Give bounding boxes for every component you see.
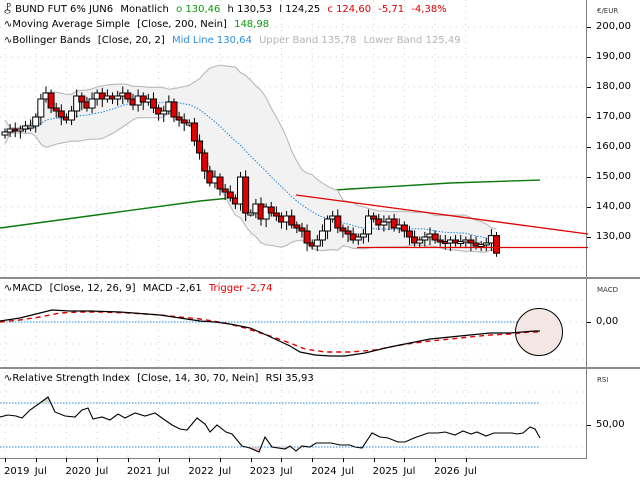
rsi-tick	[587, 425, 591, 426]
indicator-wave-icon: ∿	[4, 35, 13, 46]
sma-value: 148,98	[234, 19, 270, 30]
panel-separator[interactable]	[0, 277, 640, 279]
instrument-legend: ⯛ BUND FUT 6% JUN6 Monatlich o 130,46 h 1…	[4, 3, 451, 16]
time-tick-label: Jul	[96, 466, 109, 477]
time-tick-label: Jul	[280, 466, 293, 477]
rsi-name: Relative Strength Index	[12, 373, 130, 384]
rsi-value: RSI 35,93	[265, 373, 314, 384]
time-tick	[465, 458, 467, 462]
high-value: h 130,53	[227, 4, 273, 15]
rsi-params: [Close, 14, 30, 70, Nein]	[137, 373, 259, 384]
rsi-line	[0, 396, 541, 453]
bollinger-lower: Lower Band 125,49	[363, 35, 461, 46]
price-tick	[587, 87, 591, 88]
sma-name: Moving Average Simple	[12, 19, 131, 30]
time-tick	[66, 458, 68, 462]
time-tick-label: 2022	[188, 466, 214, 477]
panel-separator[interactable]	[0, 367, 640, 369]
trendlines	[295, 194, 589, 249]
time-tick	[373, 458, 375, 462]
price-tick	[587, 207, 591, 208]
price-tick-label: 180,00	[596, 81, 631, 92]
candlestick-icon: ⯛	[4, 4, 12, 15]
indicator-wave-icon: ∿	[4, 373, 13, 384]
change-pct: -4,38%	[411, 4, 447, 15]
time-tick-label: 2025	[372, 466, 399, 477]
indicator-wave-icon: ∿	[4, 283, 13, 294]
time-tick	[5, 458, 6, 462]
sma-legend[interactable]: ∿Moving Average Simple [Close, 200, Nein…	[4, 18, 273, 31]
bollinger-name: Bollinger Bands	[12, 35, 91, 46]
price-tick-label: 140,00	[596, 201, 631, 212]
rsi-legend[interactable]: ∿Relative Strength Index [Close, 14, 30,…	[4, 372, 318, 385]
time-tick	[35, 458, 37, 462]
time-tick-label: 2024	[311, 466, 337, 477]
macd-legend[interactable]: ∿MACD [Close, 12, 26, 9] MACD -2,61 Trig…	[4, 282, 276, 295]
change-abs: -5,71	[378, 4, 405, 15]
sma-params: [Close, 200, Nein]	[137, 19, 227, 30]
time-tick	[158, 458, 160, 462]
price-tick	[587, 237, 591, 238]
price-tick-label: 200,00	[596, 21, 631, 32]
price-tick	[587, 27, 591, 28]
indicator-wave-icon: ∿	[4, 19, 13, 30]
macd-value: MACD -2,61	[142, 283, 202, 294]
macd-name: MACD	[12, 283, 43, 294]
rsi-axis-unit: RSI	[597, 376, 609, 384]
time-tick	[281, 458, 283, 462]
time-tick-label: 2019	[4, 466, 30, 477]
time-tick-label: 2020	[65, 466, 91, 477]
time-tick-label: Jul	[403, 466, 416, 477]
price-tick	[587, 147, 591, 148]
time-tick	[342, 458, 344, 462]
close-value: c 124,60	[327, 4, 372, 15]
time-tick-label: Jul	[157, 466, 170, 477]
macd-tick-label: 0,00	[596, 316, 619, 327]
time-tick-label: Jul	[219, 466, 232, 477]
time-tick-label: 2026	[434, 466, 460, 477]
time-tick-label: Jul	[341, 466, 354, 477]
time-tick-label: Jul	[464, 466, 477, 477]
bollinger-upper: Upper Band 135,78	[259, 35, 357, 46]
time-tick	[189, 458, 191, 462]
low-value: l 124,25	[279, 4, 321, 15]
time-tick	[404, 458, 406, 462]
interval: Monatlich	[120, 4, 169, 15]
macd-lines	[0, 308, 563, 357]
open-value: o 130,46	[176, 4, 221, 15]
time-tick-label: Jul	[34, 466, 47, 477]
bollinger-params: [Close, 20, 2]	[97, 35, 165, 46]
macd-params: [Close, 12, 26, 9]	[49, 283, 136, 294]
price-tick	[587, 117, 591, 118]
macd-axis-unit: MACD	[597, 286, 618, 294]
price-tick-label: 150,00	[596, 171, 631, 182]
trigger-value: Trigger -2,74	[208, 283, 273, 294]
rsi-tick-label: 50,00	[596, 419, 625, 430]
price-axis-unit: €/EUR	[597, 7, 619, 15]
time-tick	[97, 458, 99, 462]
price-tick	[587, 177, 591, 178]
instrument-name: BUND FUT 6% JUN6	[15, 4, 114, 15]
time-tick	[250, 458, 252, 462]
bollinger-mid: Mid Line 130,64	[171, 35, 252, 46]
time-tick-label: 2021	[126, 466, 153, 477]
time-tick	[435, 458, 437, 462]
time-tick-label: 2023	[249, 466, 276, 477]
candlesticks	[1, 86, 501, 257]
price-tick-label: 160,00	[596, 141, 631, 152]
time-tick	[312, 458, 314, 462]
time-tick	[127, 458, 129, 462]
bollinger-bands	[4, 64, 497, 253]
time-tick	[220, 458, 222, 462]
price-tick-label: 130,00	[596, 231, 631, 242]
price-tick-label: 190,00	[596, 51, 631, 62]
macd-panel[interactable]	[0, 279, 587, 367]
price-tick	[587, 57, 591, 58]
price-tick-label: 170,00	[596, 111, 631, 122]
bollinger-legend[interactable]: ∿Bollinger Bands [Close, 20, 2] Mid Line…	[4, 34, 465, 47]
rsi-panel[interactable]	[0, 369, 587, 459]
macd-tick	[587, 322, 591, 323]
